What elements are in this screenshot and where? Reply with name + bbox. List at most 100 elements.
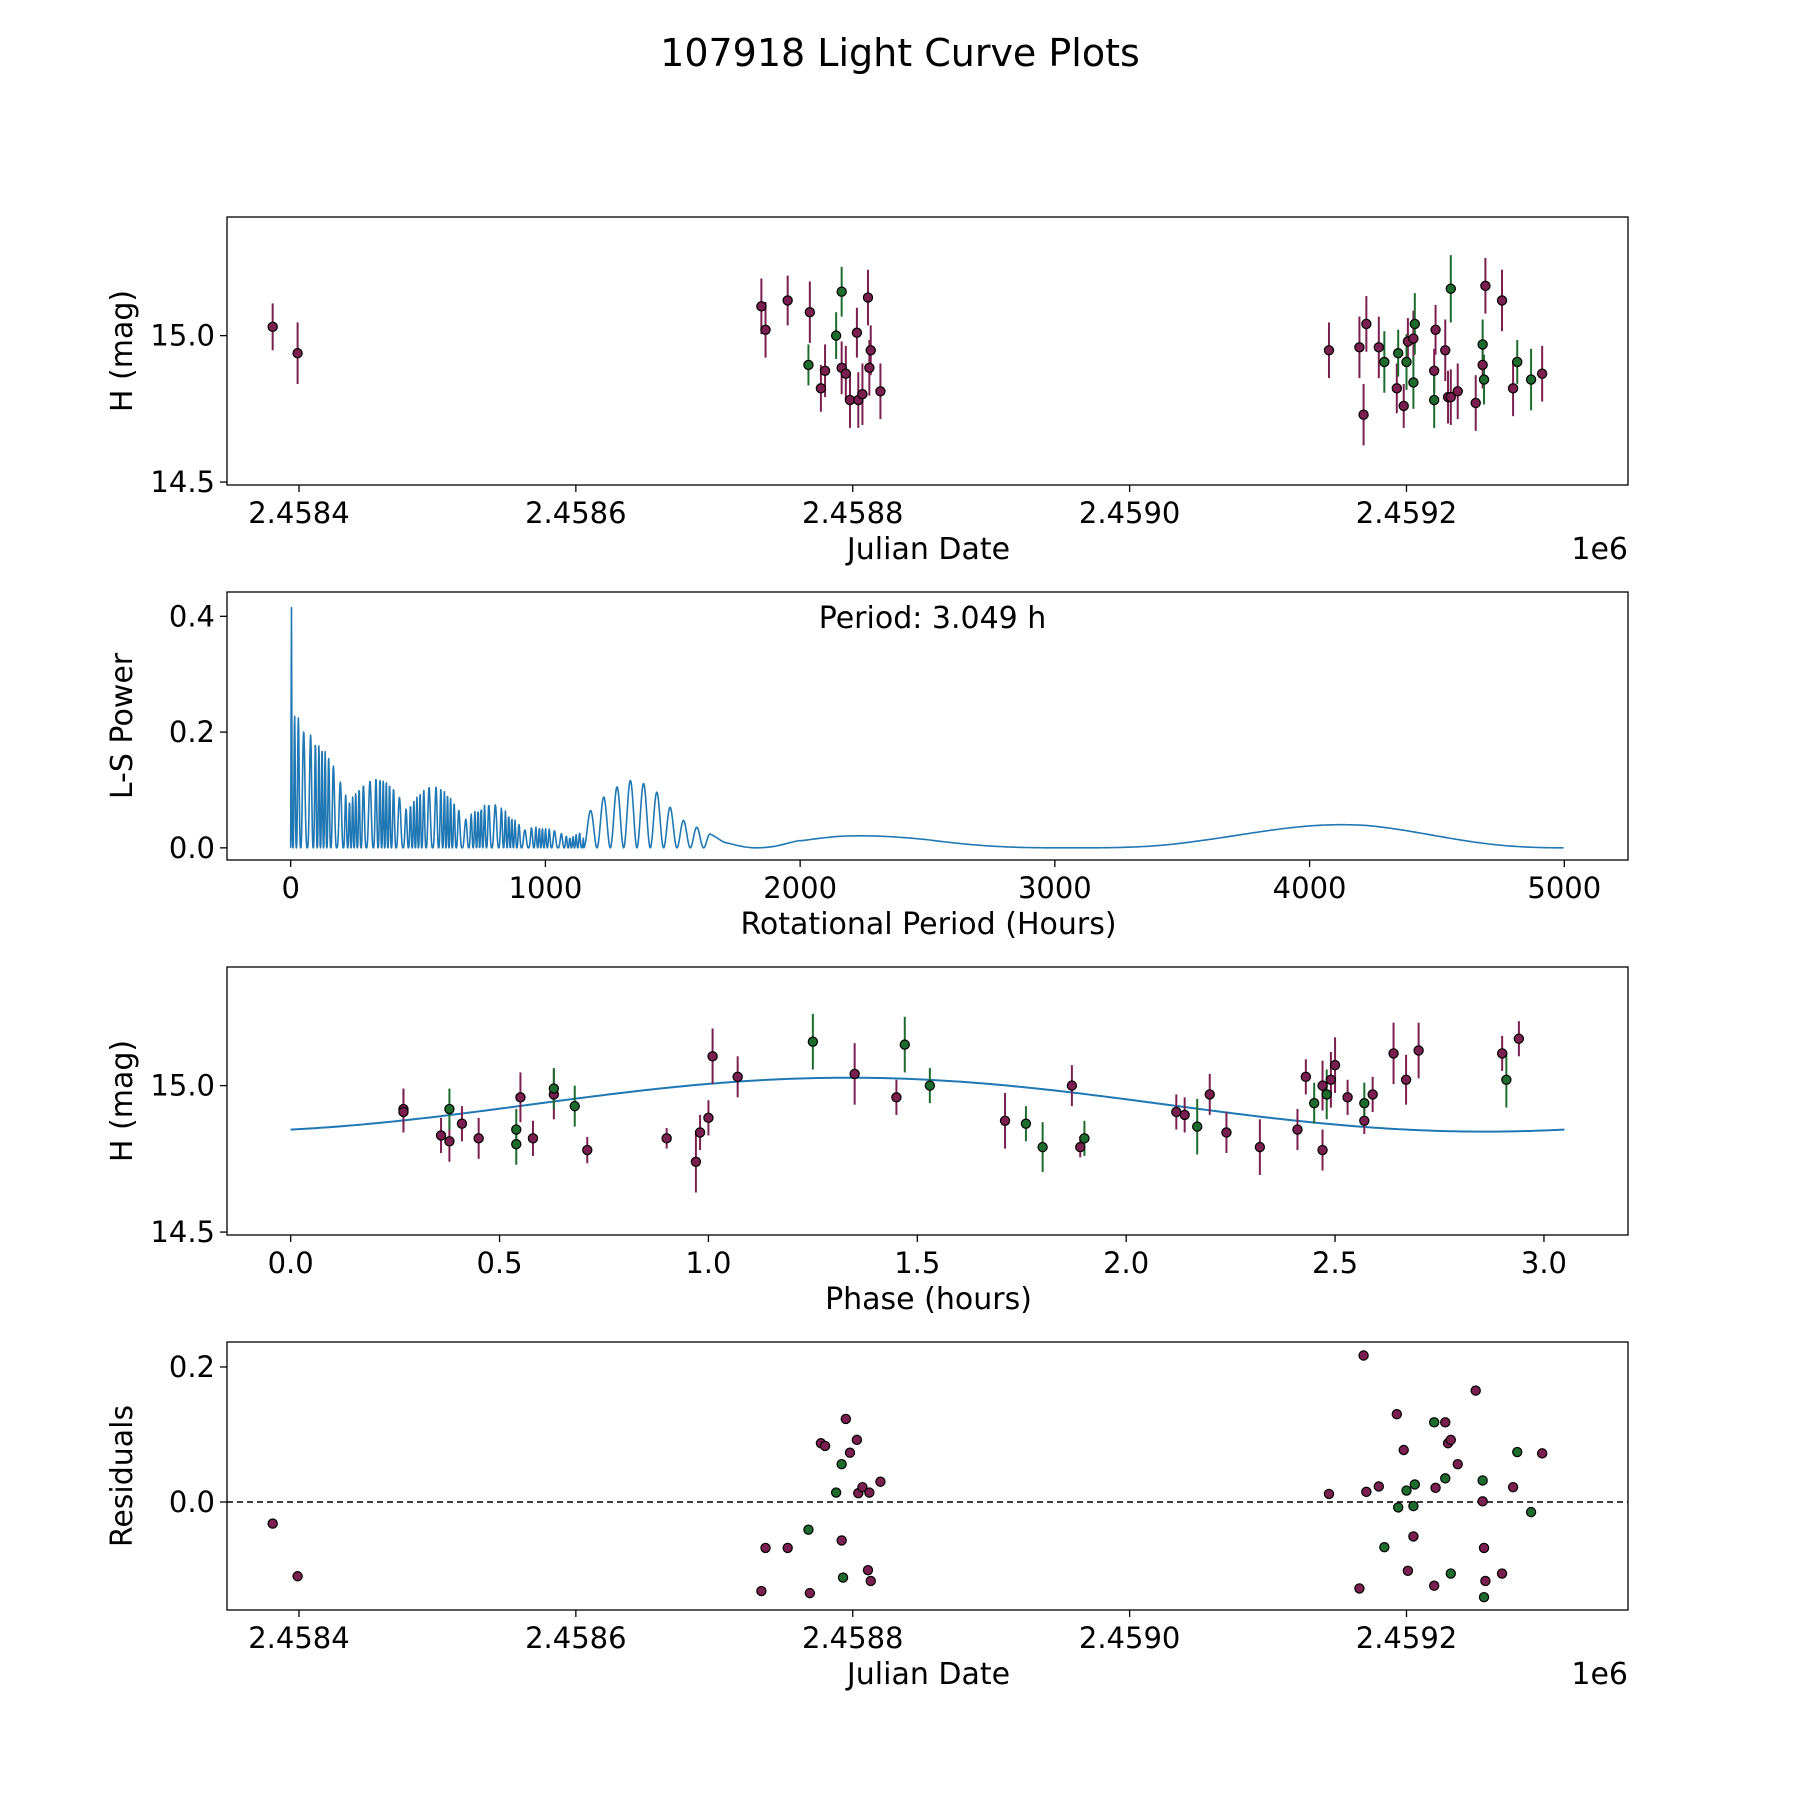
light-curve-point-g bbox=[1525, 374, 1537, 385]
residuals-point-r bbox=[1445, 1434, 1456, 1446]
phase-folded-point-r bbox=[1325, 1074, 1337, 1085]
phase-folded-point-r bbox=[1204, 1089, 1215, 1100]
residuals-point-r bbox=[1496, 1568, 1508, 1579]
phase-folded-point-r bbox=[582, 1144, 593, 1156]
phase-folded-x-tick-label: 0.5 bbox=[476, 1246, 522, 1280]
residuals-point-g bbox=[1512, 1446, 1523, 1458]
residuals-point-r bbox=[756, 1585, 767, 1597]
periodogram-y-tick-label: 0.2 bbox=[169, 715, 215, 749]
light-curve-point-r bbox=[804, 306, 816, 318]
light-curve-x-tick-label: 2.4592 bbox=[1356, 496, 1457, 530]
light-curve-point-g bbox=[1409, 318, 1421, 330]
light-curve-point-r bbox=[865, 345, 876, 356]
phase-folded-point-r bbox=[849, 1068, 860, 1080]
residuals-y-tick-label: 0.2 bbox=[169, 1350, 215, 1384]
periodogram-x-tick-label: 1000 bbox=[509, 871, 583, 905]
light-curve-point-r bbox=[1354, 342, 1365, 353]
residuals-point-r bbox=[1391, 1409, 1403, 1420]
residuals-point-r bbox=[1373, 1481, 1385, 1492]
residuals-point-g bbox=[1477, 1475, 1488, 1486]
phase-folded-point-r bbox=[1221, 1127, 1232, 1138]
light-curve-point-r bbox=[1507, 383, 1519, 394]
phase-folded-point-r bbox=[1300, 1071, 1312, 1083]
residuals-point-r bbox=[1398, 1444, 1409, 1456]
residuals-point-g bbox=[1379, 1542, 1390, 1553]
residuals-point-r bbox=[836, 1535, 847, 1546]
light-curve-point-r bbox=[1361, 318, 1372, 330]
periodogram-x-axis-label: Rotational Period (Hours) bbox=[740, 907, 1116, 942]
light-curve-x-axis-label: Julian Date bbox=[845, 532, 1010, 567]
periodogram-line bbox=[289, 606, 1564, 849]
residuals-point-r bbox=[804, 1587, 816, 1599]
light-curve-point-g bbox=[1379, 356, 1390, 368]
light-curve-point-r bbox=[1358, 409, 1369, 420]
residuals-point-g bbox=[836, 1458, 847, 1470]
light-curve-x-tick-label: 2.4584 bbox=[248, 496, 349, 530]
light-curve-point-r bbox=[1391, 383, 1403, 394]
residuals-point-r bbox=[1452, 1458, 1463, 1470]
periodogram-x-tick-label: 3000 bbox=[1018, 871, 1092, 905]
light-curve-point-r bbox=[1440, 345, 1451, 356]
residuals-point-r bbox=[844, 1447, 856, 1458]
light-curve-point-r bbox=[1373, 342, 1385, 353]
residuals-point-r bbox=[1358, 1350, 1369, 1361]
light-curve-point-g bbox=[803, 359, 814, 371]
residuals-point-g bbox=[1440, 1473, 1451, 1484]
phase-folded-x-tick-label: 2.5 bbox=[1312, 1246, 1358, 1280]
phase-folded-point-r bbox=[1179, 1109, 1190, 1121]
residuals-point-r bbox=[857, 1481, 868, 1493]
light-curve-point-r bbox=[1408, 333, 1419, 344]
periodogram-y-tick-label: 0.4 bbox=[169, 599, 215, 633]
residuals-point-g bbox=[1525, 1506, 1537, 1518]
phase-folded-point-r bbox=[1292, 1124, 1303, 1135]
light-curve-point-r bbox=[1323, 345, 1335, 356]
light-curve-point-g bbox=[1445, 283, 1456, 294]
light-curve-point-r bbox=[1480, 280, 1491, 292]
phase-folded-x-tick-label: 1.5 bbox=[894, 1246, 940, 1280]
phase-folded-point-r bbox=[891, 1092, 902, 1103]
phase-folded-axes-frame bbox=[226, 966, 1629, 1236]
phase-folded-point-r bbox=[473, 1133, 484, 1144]
residuals-point-g bbox=[803, 1524, 814, 1535]
residuals-point-r bbox=[1408, 1531, 1419, 1542]
panel-phase-folded: 0.0 0.5 1.0 1.5 2.0 2.5 3.0 14.5 15.0 Phase (hour… bbox=[105, 966, 1629, 1317]
phase-folded-point-r bbox=[999, 1115, 1011, 1126]
residuals-point-r bbox=[865, 1575, 876, 1587]
residuals-point-r bbox=[1361, 1486, 1372, 1498]
residuals-y-tick-label: 0.0 bbox=[169, 1485, 215, 1519]
phase-folded-point-g bbox=[1501, 1074, 1512, 1085]
residuals-point-r bbox=[1323, 1488, 1335, 1500]
residuals-point-r bbox=[1480, 1575, 1491, 1587]
phase-folded-point-r bbox=[661, 1133, 672, 1144]
phase-folded-point-g bbox=[548, 1083, 560, 1094]
residuals-point-r bbox=[1440, 1417, 1451, 1428]
phase-folded-point-r bbox=[456, 1118, 468, 1129]
phase-folded-point-r bbox=[444, 1136, 455, 1147]
residuals-point-r bbox=[1402, 1565, 1414, 1577]
light-curve-y-tick-label: 14.5 bbox=[150, 465, 215, 499]
phase-folded-point-r bbox=[515, 1092, 526, 1103]
phase-folded-point-r bbox=[398, 1106, 409, 1118]
residuals-point-r bbox=[875, 1476, 886, 1487]
phase-folded-point-g bbox=[569, 1100, 580, 1112]
phase-folded-point-g bbox=[1321, 1089, 1332, 1100]
light-curve-point-r bbox=[1428, 365, 1440, 376]
phase-folded-point-g bbox=[1079, 1133, 1090, 1144]
residuals-point-g bbox=[1401, 1485, 1412, 1496]
phase-folded-y-tick-label: 14.5 bbox=[150, 1215, 215, 1249]
residuals-point-r bbox=[1536, 1448, 1548, 1459]
phase-folded-point-r bbox=[1513, 1033, 1525, 1044]
residuals-point-r bbox=[1428, 1580, 1440, 1591]
light-curve-point-g bbox=[1477, 339, 1488, 350]
phase-folded-point-g bbox=[924, 1080, 936, 1091]
residuals-point-g bbox=[837, 1572, 849, 1583]
light-curve-axes-frame bbox=[226, 216, 1629, 486]
residuals-point-r bbox=[1478, 1542, 1490, 1554]
phase-folded-x-tick-label: 1.0 bbox=[685, 1246, 731, 1280]
phase-folded-point-r bbox=[1075, 1141, 1086, 1153]
phase-folded-point-g bbox=[1359, 1097, 1370, 1109]
residuals-x-tick-label: 2.4584 bbox=[248, 1621, 349, 1655]
phase-folded-point-g bbox=[807, 1036, 819, 1047]
light-curve-x-offset-label: 1e6 bbox=[1571, 532, 1628, 567]
